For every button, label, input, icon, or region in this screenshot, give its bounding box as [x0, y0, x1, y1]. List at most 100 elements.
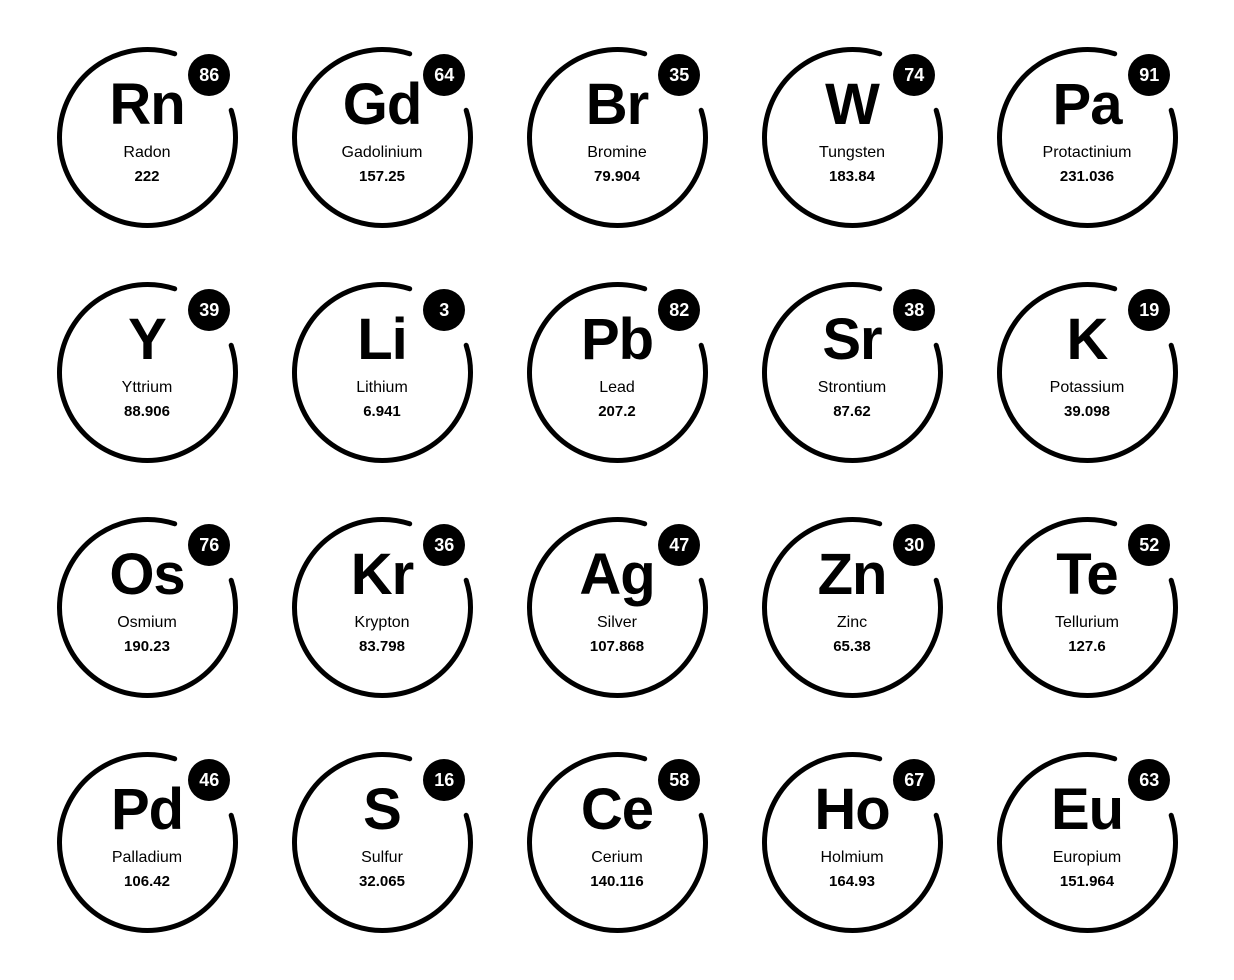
- element-card: 82Pb Lead 207.2: [525, 280, 710, 465]
- element-mass: 83.798: [359, 638, 405, 655]
- element-symbol: Br: [586, 76, 648, 134]
- element-mass: 140.116: [590, 873, 643, 890]
- atomic-number-badge: 67: [893, 759, 935, 801]
- atomic-number-badge: 86: [188, 54, 230, 96]
- element-symbol: Rn: [109, 76, 184, 134]
- element-card: 3 Li Lithium 6.941: [290, 280, 475, 465]
- element-symbol: Sr: [822, 311, 881, 369]
- atomic-number-badge: 36: [423, 524, 465, 566]
- element-mass: 127.6: [1068, 638, 1106, 655]
- atomic-number-badge: 3: [423, 289, 465, 331]
- element-card: 86RnRadon222: [55, 45, 240, 230]
- element-card: 46Pd Palladium 106.42: [55, 750, 240, 935]
- element-mass: 222: [134, 168, 159, 185]
- element-name: Lead: [599, 379, 635, 397]
- element-card: 76Os Osmium 190.23: [55, 515, 240, 700]
- element-symbol: Te: [1056, 546, 1117, 604]
- element-mass: 107.868: [590, 638, 644, 655]
- atomic-number-badge: 19: [1128, 289, 1170, 331]
- element-card: 64Gd Gadolinium 157.25: [290, 45, 475, 230]
- element-name: Osmium: [117, 614, 177, 632]
- element-name: Bromine: [587, 144, 647, 162]
- element-card: 63Eu Europium 151.964: [995, 750, 1180, 935]
- element-card: 47Ag Silver 107.868: [525, 515, 710, 700]
- atomic-number-badge: 38: [893, 289, 935, 331]
- element-symbol: W: [825, 76, 879, 134]
- element-name: Tellurium: [1055, 614, 1119, 632]
- atomic-number-badge: 82: [658, 289, 700, 331]
- element-mass: 39.098: [1064, 403, 1110, 420]
- element-mass: 164.93: [829, 873, 875, 890]
- element-card: 30Zn Zinc 65.38: [760, 515, 945, 700]
- element-symbol: Pd: [111, 781, 183, 839]
- atomic-number-badge: 35: [658, 54, 700, 96]
- element-name: Holmium: [820, 849, 883, 867]
- atomic-number-badge: 64: [423, 54, 465, 96]
- atomic-number-badge: 76: [188, 524, 230, 566]
- atomic-number-badge: 74: [893, 54, 935, 96]
- element-symbol: Ce: [581, 781, 653, 839]
- atomic-number-badge: 91: [1128, 54, 1170, 96]
- element-mass: 32.065: [359, 873, 405, 890]
- element-mass: 6.941: [363, 403, 401, 420]
- element-symbol: K: [1067, 311, 1108, 369]
- element-card: 58Ce Cerium 140.116: [525, 750, 710, 935]
- element-name: Potassium: [1050, 379, 1125, 397]
- element-symbol: Ag: [579, 546, 654, 604]
- element-name: Yttrium: [122, 379, 173, 397]
- element-mass: 88.906: [124, 403, 170, 420]
- element-symbol: Gd: [343, 76, 422, 134]
- element-name: Lithium: [356, 379, 408, 397]
- element-mass: 106.42: [124, 873, 170, 890]
- element-mass: 231.036: [1060, 168, 1114, 185]
- atomic-number-badge: 63: [1128, 759, 1170, 801]
- element-symbol: Pa: [1053, 76, 1122, 134]
- element-card: 36Kr Krypton 83.798: [290, 515, 475, 700]
- element-mass: 151.964: [1060, 873, 1114, 890]
- element-name: Krypton: [354, 614, 409, 632]
- element-card: 52 Te Tellurium 127.6: [995, 515, 1180, 700]
- element-name: Cerium: [591, 849, 643, 867]
- element-name: Sulfur: [361, 849, 403, 867]
- element-mass: 183.84: [829, 168, 875, 185]
- element-card: 19 K Potassium 39.098: [995, 280, 1180, 465]
- atomic-number-badge: 16: [423, 759, 465, 801]
- element-card: 38 Sr Strontium 87.62: [760, 280, 945, 465]
- element-mass: 157.25: [359, 168, 405, 185]
- element-mass: 87.62: [833, 403, 871, 420]
- atomic-number-badge: 39: [188, 289, 230, 331]
- element-card: 16 S Sulfur 32.065: [290, 750, 475, 935]
- element-card: 35Br Bromine 79.904: [525, 45, 710, 230]
- element-name: Tungsten: [819, 144, 885, 162]
- element-symbol: Y: [128, 311, 166, 369]
- element-symbol: Zn: [818, 546, 887, 604]
- element-name: Gadolinium: [342, 144, 423, 162]
- element-card: 39 Y Yttrium 88.906: [55, 280, 240, 465]
- element-symbol: Pb: [581, 311, 653, 369]
- element-card: 91Pa Protactinium 231.036: [995, 45, 1180, 230]
- atomic-number-badge: 52: [1128, 524, 1170, 566]
- element-symbol: Li: [357, 311, 407, 369]
- atomic-number-badge: 46: [188, 759, 230, 801]
- element-symbol: Eu: [1051, 781, 1123, 839]
- element-card: 74 W Tungsten 183.84: [760, 45, 945, 230]
- atomic-number-badge: 30: [893, 524, 935, 566]
- element-symbol: Ho: [814, 781, 889, 839]
- element-mass: 79.904: [594, 168, 640, 185]
- element-mass: 65.38: [833, 638, 871, 655]
- atomic-number-badge: 47: [658, 524, 700, 566]
- element-mass: 207.2: [598, 403, 636, 420]
- element-name: Protactinium: [1043, 144, 1132, 162]
- element-name: Strontium: [818, 379, 886, 397]
- element-mass: 190.23: [124, 638, 170, 655]
- element-name: Zinc: [837, 614, 867, 632]
- element-symbol: Os: [109, 546, 184, 604]
- element-symbol: Kr: [351, 546, 413, 604]
- element-name: Europium: [1053, 849, 1121, 867]
- element-name: Silver: [597, 614, 637, 632]
- element-symbol: S: [363, 781, 401, 839]
- element-card: 67Ho Holmium 164.93: [760, 750, 945, 935]
- atomic-number-badge: 58: [658, 759, 700, 801]
- element-grid: 86RnRadon222 64Gd Gadolinium 157.25 35Br Brom…: [0, 5, 1234, 975]
- element-name: Palladium: [112, 849, 182, 867]
